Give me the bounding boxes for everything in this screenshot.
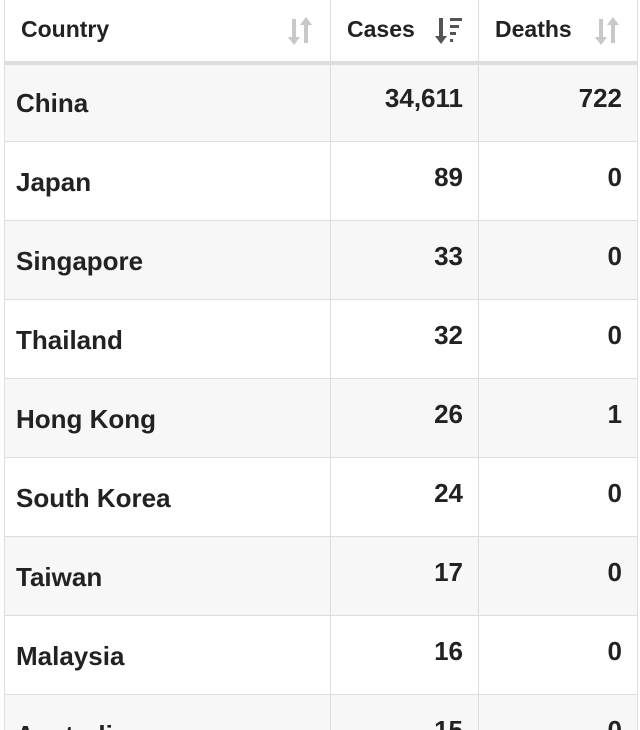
sort-icon[interactable] xyxy=(434,16,464,46)
number-cell: 722 xyxy=(478,62,638,142)
number-cell: 0 xyxy=(478,220,638,300)
number-cell: 17 xyxy=(330,536,479,616)
data-table: Country Cases Deaths China 34,611 722 Japan… xyxy=(4,0,638,730)
header-text: Cases xyxy=(347,16,415,43)
country-cell: China xyxy=(4,62,331,142)
number-cell: 34,611 xyxy=(330,62,479,142)
header-text: Deaths xyxy=(495,16,572,43)
table-row: Taiwan 17 0 xyxy=(4,536,638,616)
country-cell: Singapore xyxy=(4,220,331,300)
number-cell: 33 xyxy=(330,220,479,300)
table-row: Singapore 33 0 xyxy=(4,220,638,300)
sort-icon[interactable] xyxy=(286,16,316,46)
number-cell: 0 xyxy=(478,299,638,379)
number-cell: 89 xyxy=(330,141,479,221)
number-cell: 0 xyxy=(478,141,638,221)
number-cell: 32 xyxy=(330,299,479,379)
table-body: China 34,611 722 Japan 89 0 Singapore 33 0 Thaila… xyxy=(4,62,638,730)
table-row: Australia150 xyxy=(4,694,638,730)
number-cell: 0 xyxy=(478,694,638,730)
header-text: Country xyxy=(21,16,110,43)
country-cell: Australia xyxy=(4,694,331,730)
number-cell: 1 xyxy=(478,378,638,458)
column-header[interactable]: Cases xyxy=(330,0,479,65)
table-row: Thailand 32 0 xyxy=(4,299,638,379)
number-cell: 24 xyxy=(330,457,479,537)
table-row: South Korea 24 0 xyxy=(4,457,638,537)
table-row: China 34,611 722 xyxy=(4,62,638,142)
country-cell: Taiwan xyxy=(4,536,331,616)
column-header[interactable]: Country xyxy=(4,0,331,65)
number-cell: 0 xyxy=(478,536,638,616)
column-header[interactable]: Deaths xyxy=(478,0,638,65)
number-cell: 26 xyxy=(330,378,479,458)
country-cell: Japan xyxy=(4,141,331,221)
header-row: Country Cases Deaths xyxy=(4,0,638,65)
country-cell: Hong Kong xyxy=(4,378,331,458)
table-row: Hong Kong 26 1 xyxy=(4,378,638,458)
country-cell: South Korea xyxy=(4,457,331,537)
country-cell: Malaysia xyxy=(4,615,331,695)
table-row: Malaysia 16 0 xyxy=(4,615,638,695)
number-cell: 16 xyxy=(330,615,479,695)
number-cell: 15 xyxy=(330,694,479,730)
sort-icon[interactable] xyxy=(593,16,623,46)
table-row: Japan 89 0 xyxy=(4,141,638,221)
number-cell: 0 xyxy=(478,615,638,695)
number-cell: 0 xyxy=(478,457,638,537)
country-cell: Thailand xyxy=(4,299,331,379)
